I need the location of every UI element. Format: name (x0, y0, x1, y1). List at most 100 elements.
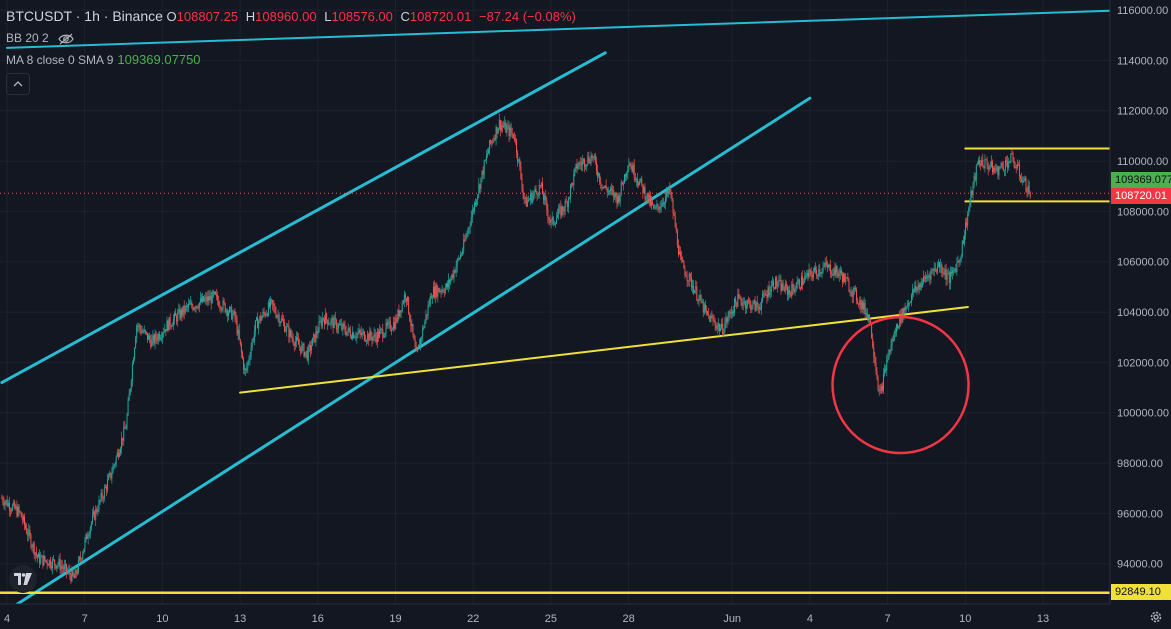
candle-body (345, 331, 347, 336)
candle-body (876, 371, 878, 379)
candle-body (851, 292, 853, 297)
candle-body (440, 290, 442, 292)
candle-body (925, 277, 927, 279)
open-label: O (166, 9, 177, 24)
price-tick-label: 94000.00 (1117, 559, 1163, 571)
candle-body (6, 499, 8, 507)
candle-body (379, 330, 381, 338)
candle-body (884, 369, 886, 374)
candle-body (950, 272, 952, 274)
candle-body (478, 184, 480, 195)
candle-body (510, 127, 512, 133)
candle-body (401, 302, 403, 312)
candle-body (817, 274, 819, 277)
tradingview-logo-icon[interactable] (9, 565, 37, 593)
candle-body (455, 266, 457, 273)
candle-body (437, 288, 439, 297)
candle-body (995, 169, 997, 171)
candle-body (456, 259, 458, 267)
candle-body (506, 127, 508, 133)
candle-body (508, 125, 510, 137)
candle-body (344, 325, 346, 332)
candle-body (991, 161, 993, 173)
channel-top-line[interactable] (6, 9, 1130, 49)
yellow-trendline[interactable] (239, 306, 969, 394)
eye-off-icon[interactable] (58, 33, 75, 45)
candle-body (418, 344, 420, 348)
symbol-title[interactable]: BTCUSDT · 1h · Binance (6, 8, 163, 24)
candle-body (715, 325, 717, 329)
candle-body (104, 486, 106, 488)
channel-lower-line[interactable] (15, 96, 812, 606)
price-tick-label: 100000.00 (1117, 408, 1169, 420)
candle-body (290, 330, 292, 337)
candle-body (422, 327, 424, 338)
candle-body (7, 502, 9, 507)
candle-body (21, 517, 23, 521)
candle-body (966, 222, 968, 226)
candle-body (728, 311, 730, 318)
gear-icon[interactable] (1149, 610, 1163, 624)
candle-body (772, 281, 774, 288)
ma-indicator-row[interactable]: MA 8 close 0 SMA 9 109369.07750 (6, 49, 580, 71)
candle-body (752, 301, 754, 308)
candle-body (213, 291, 215, 294)
candle-body (578, 162, 580, 167)
candle-body (573, 173, 575, 186)
candle-body (447, 283, 449, 288)
candle-body (558, 208, 560, 215)
candle-body (810, 270, 812, 275)
candle-body (376, 331, 378, 343)
candle-body (60, 566, 62, 570)
candle-body (381, 329, 383, 331)
candle-body (209, 295, 211, 301)
candle-body (755, 301, 757, 311)
candle-body (3, 502, 5, 506)
chart-annotations[interactable] (831, 315, 970, 455)
candle-body (485, 155, 487, 161)
candle-body (439, 290, 441, 293)
candle-body (477, 194, 479, 200)
candle-body (987, 165, 989, 170)
candle-body (394, 322, 396, 329)
candle-body (245, 368, 247, 371)
candle-body (144, 329, 146, 332)
candle-body (675, 227, 677, 231)
candle-body (89, 526, 91, 535)
candle-body (545, 195, 547, 201)
bb-indicator-row[interactable]: BB 20 2 (6, 27, 580, 49)
candle-body (34, 552, 36, 556)
candle-body (789, 290, 791, 293)
candle-body (837, 272, 839, 277)
candle-body (536, 191, 538, 196)
candle-body (513, 137, 515, 140)
candle-body (750, 301, 752, 310)
candle-body (894, 331, 896, 333)
candle-body (188, 303, 190, 307)
candle-body (638, 182, 640, 185)
candle-body (543, 194, 545, 201)
candle-body (685, 275, 687, 277)
chart-drawings[interactable] (0, 9, 1130, 606)
candle-body (250, 347, 252, 357)
candle-body (1024, 177, 1026, 181)
candle-body (934, 268, 936, 271)
candle-body (657, 204, 659, 207)
candle-body (330, 319, 332, 324)
highlight-circle[interactable] (831, 315, 970, 455)
candle-body (628, 164, 630, 170)
candle-body (415, 347, 417, 352)
legend-collapse-button[interactable] (6, 73, 30, 95)
candle-body (39, 553, 41, 564)
candle-body (240, 344, 242, 353)
candle-body (607, 190, 609, 193)
candle-body (166, 320, 168, 332)
candle-body (924, 276, 926, 278)
chevron-up-icon (13, 81, 23, 87)
candle-body (82, 553, 84, 560)
candle-body (475, 202, 477, 205)
channel-upper-line[interactable] (0, 51, 607, 385)
candle-body (414, 339, 416, 348)
